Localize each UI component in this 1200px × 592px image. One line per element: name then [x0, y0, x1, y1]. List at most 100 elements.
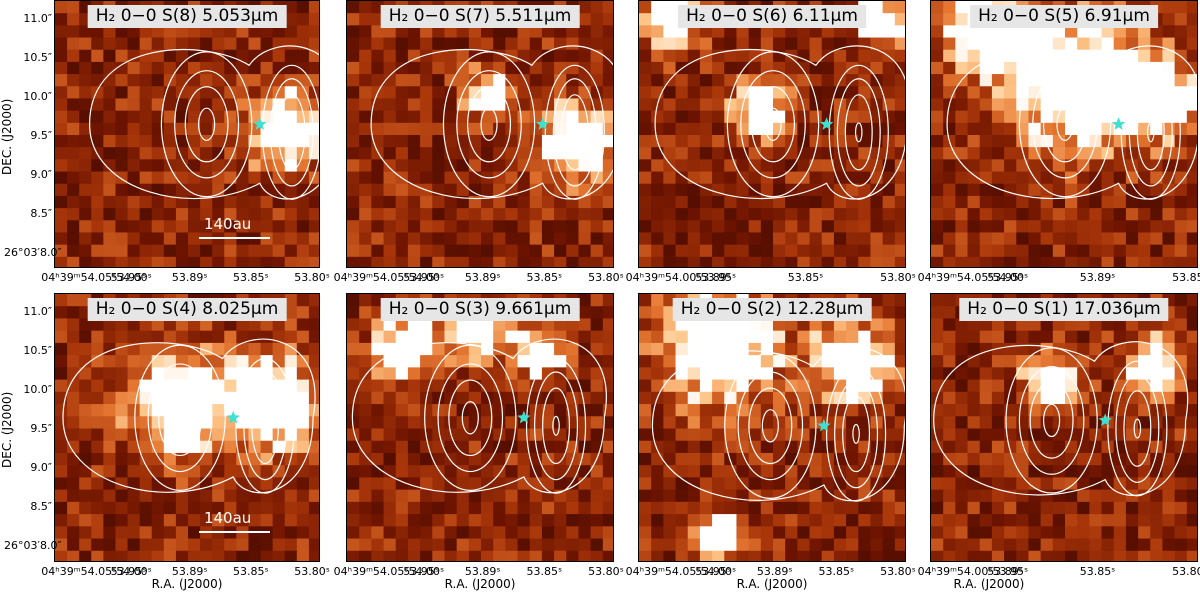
map-pixel — [1138, 49, 1151, 63]
map-pixel — [785, 318, 798, 332]
contour-lobe — [1018, 366, 1085, 475]
contour-lobe — [825, 365, 887, 502]
map-pixel — [236, 428, 250, 442]
map-pixel — [236, 135, 250, 148]
map-pixel — [979, 465, 993, 479]
map-pixel — [127, 135, 141, 148]
map-pixel — [200, 330, 213, 344]
map-pixel — [272, 147, 286, 160]
map-pixel — [639, 37, 652, 51]
map-pixel — [347, 342, 360, 356]
map-pixel — [1113, 183, 1127, 197]
map-pixel — [284, 208, 298, 221]
map-pixel — [541, 318, 555, 332]
map-pixel — [260, 355, 274, 368]
map-pixel — [55, 318, 68, 332]
map-pixel — [736, 208, 750, 221]
map-pixel — [115, 159, 129, 173]
map-pixel — [785, 171, 798, 185]
map-pixel — [55, 306, 68, 320]
map-pixel — [188, 74, 201, 87]
map-pixel — [590, 208, 604, 221]
map-pixel — [1174, 404, 1188, 417]
map-pixel — [712, 514, 725, 527]
map-pixel — [541, 477, 555, 491]
map-pixel — [444, 171, 458, 185]
map-pixel — [79, 342, 92, 356]
map-pixel — [1065, 526, 1078, 540]
map-pixel — [1174, 147, 1188, 160]
map-pixel — [103, 25, 117, 39]
map-pixel — [602, 318, 613, 332]
map-pixel — [931, 220, 944, 234]
map-pixel — [272, 49, 286, 63]
map-pixel — [91, 37, 104, 51]
map-pixel — [1040, 122, 1054, 136]
map-pixel — [103, 477, 117, 491]
map-pixel — [1065, 110, 1078, 124]
map-pixel — [943, 13, 956, 26]
map-pixel — [468, 391, 482, 405]
map-pixel — [359, 306, 372, 320]
map-pixel — [260, 183, 274, 197]
map-pixel — [797, 244, 811, 258]
map-pixel — [444, 538, 458, 552]
map-pixel — [651, 1, 664, 14]
map-pixel — [236, 49, 250, 63]
map-pixel — [260, 391, 274, 405]
map-pixel — [663, 183, 677, 197]
map-pixel — [175, 526, 189, 540]
map-pixel — [1040, 416, 1054, 430]
contour-lobe — [160, 51, 253, 198]
x-axis-label: R.A. (J2000) — [444, 577, 516, 591]
map-pixel — [554, 135, 567, 148]
continuum-contours — [62, 338, 316, 494]
map-pixel — [797, 25, 811, 39]
map-pixel — [687, 440, 701, 454]
map-pixel — [955, 538, 969, 552]
map-pixel — [639, 514, 652, 527]
map-pixel — [1150, 318, 1164, 332]
map-pixel — [260, 342, 274, 356]
map-pixel — [493, 404, 506, 417]
map-pixel — [115, 220, 129, 234]
map-pixel — [724, 416, 738, 430]
map-pixel — [651, 37, 664, 51]
map-pixel — [200, 86, 213, 100]
map-pixel — [163, 208, 177, 221]
map-pixel — [371, 220, 385, 234]
map-pixel — [846, 98, 859, 112]
map-pixel — [931, 244, 944, 258]
map-pixel — [1162, 256, 1176, 267]
map-pixel — [91, 501, 104, 515]
map-pixel — [724, 342, 738, 356]
map-pixel — [882, 452, 896, 466]
map-pixel — [1089, 98, 1103, 112]
map-pixel — [517, 367, 531, 381]
map-pixel — [236, 208, 250, 221]
map-pixel — [1125, 61, 1139, 75]
map-pixel — [651, 195, 664, 209]
map-pixel — [79, 440, 92, 454]
x-tick-label: 04ʰ39ᵐ54.00ˢ53.95ˢ — [917, 565, 1029, 578]
map-pixel — [407, 159, 421, 173]
map-pixel — [833, 428, 847, 442]
map-pixel — [371, 232, 385, 246]
map-pixel — [200, 61, 213, 75]
map-pixel — [748, 514, 762, 527]
map-pixel — [1004, 147, 1017, 160]
y-tick-label: 10.5″ — [23, 51, 52, 64]
map-pixel — [870, 171, 884, 185]
map-pixel — [663, 355, 677, 368]
map-pixel — [517, 477, 531, 491]
map-pixel — [139, 514, 153, 527]
map-pixel — [955, 1, 969, 14]
map-pixel — [590, 25, 604, 39]
map-pixel — [967, 465, 981, 479]
map-pixel — [468, 465, 482, 479]
map-pixel — [541, 159, 555, 173]
map-pixel — [420, 37, 433, 51]
map-pixel — [248, 171, 262, 185]
map-pixel — [639, 74, 652, 87]
map-pixel — [296, 355, 310, 368]
